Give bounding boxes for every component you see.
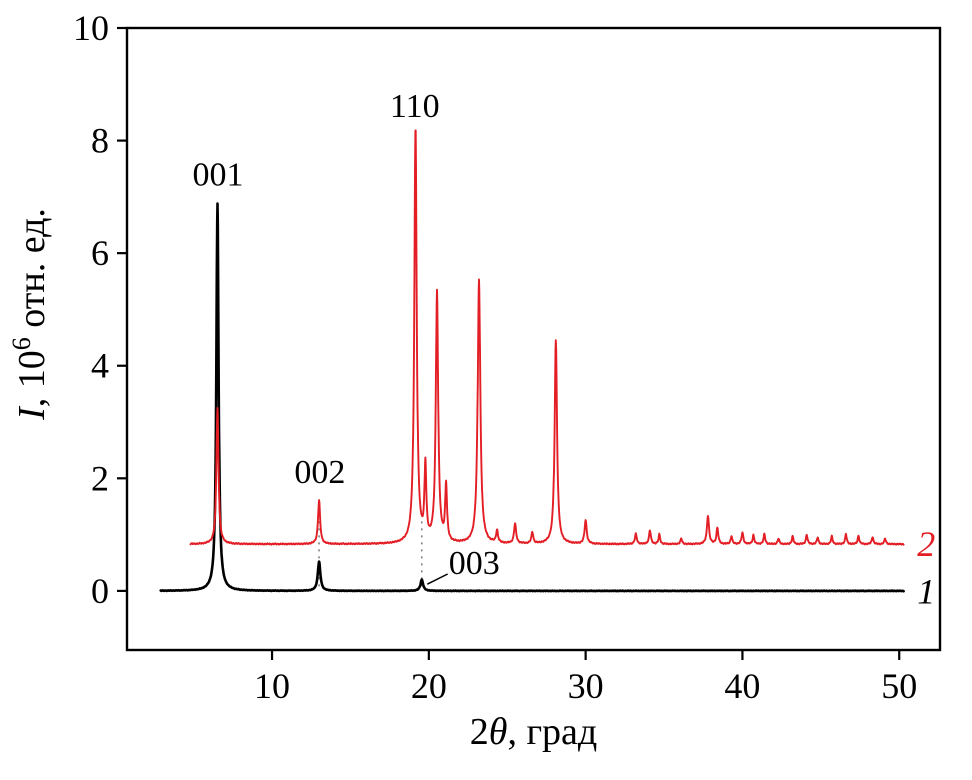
peak-label-002: 002 xyxy=(294,454,345,491)
x-tick-label-50: 50 xyxy=(881,666,917,706)
peak-label-110: 110 xyxy=(390,88,440,125)
curve-label-1: 1 xyxy=(917,571,935,611)
y-tick-label-8: 8 xyxy=(91,121,109,161)
y-tick-label-4: 4 xyxy=(91,346,109,386)
series-line-1 xyxy=(159,202,905,593)
y-tick-label-0: 0 xyxy=(91,571,109,611)
y-axis-label: I, 106 отн. ед. xyxy=(7,208,53,421)
x-tick-label-10: 10 xyxy=(254,666,290,706)
x-axis-label: 2θ, град xyxy=(470,711,597,753)
curve-label-2: 2 xyxy=(917,524,935,564)
y-tick-label-2: 2 xyxy=(91,458,109,498)
x-tick-label-20: 20 xyxy=(411,666,447,706)
x-tick-label-30: 30 xyxy=(568,666,604,706)
peak-label-001: 001 xyxy=(192,157,243,194)
x-tick-label-40: 40 xyxy=(724,666,760,706)
y-tick-label-6: 6 xyxy=(91,233,109,273)
peak-label-003: 003 xyxy=(449,545,500,582)
annotation-line-003 xyxy=(426,573,448,585)
plot-border xyxy=(125,26,942,652)
y-tick-label-10: 10 xyxy=(73,8,109,48)
series-line-2 xyxy=(189,129,905,546)
